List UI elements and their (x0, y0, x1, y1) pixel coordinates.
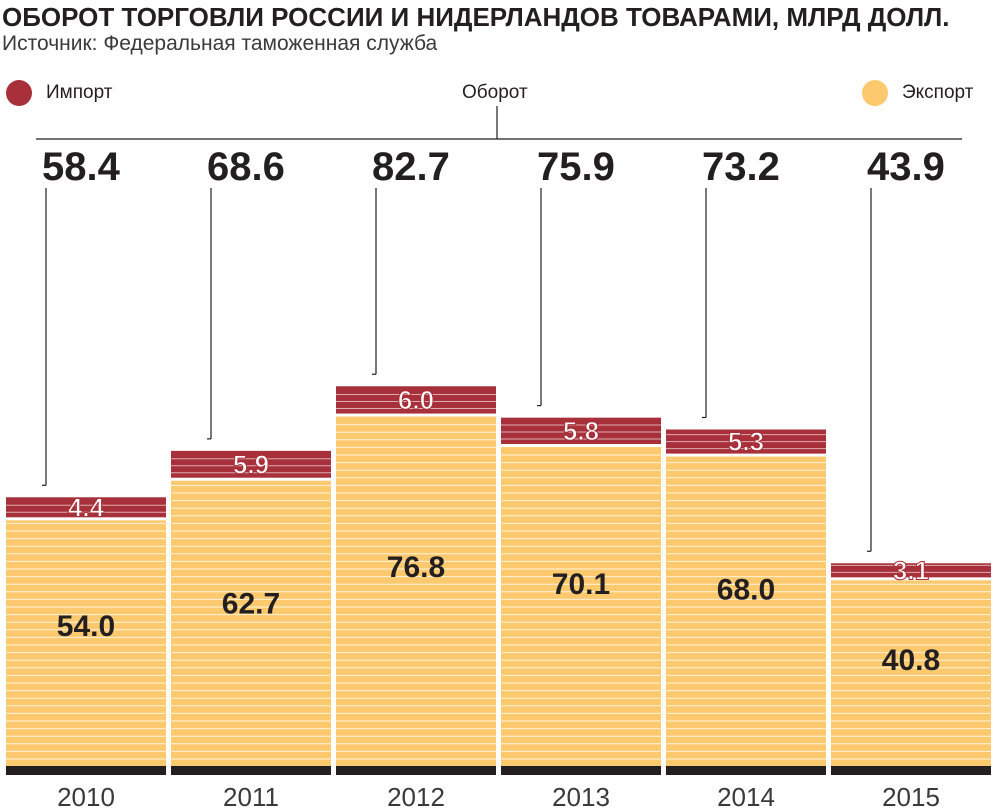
legend-import-label: Импорт (46, 82, 113, 103)
import-value-label-2014: 5.3 (728, 427, 764, 457)
export-value-label-2011: 62.7 (222, 587, 280, 620)
export-value-label-2015: 40.8 (882, 644, 940, 677)
export-value-label-2010: 54.0 (57, 610, 115, 643)
bar-import-2013 (501, 417, 661, 445)
total-value-label-2014: 73.2 (702, 145, 780, 189)
bar-export-2015 (831, 580, 991, 766)
x-tick-label-2013: 2013 (552, 782, 610, 810)
chart-title: ОБОРОТ ТОРГОВЛИ РОССИИ И НИДЕРЛАНДОВ ТОВ… (2, 2, 950, 32)
x-tick-label-2011: 2011 (223, 782, 279, 810)
import-value-label-2013: 5.8 (563, 416, 599, 446)
total-value-label-2010: 58.4 (42, 145, 121, 189)
import-value-label-2010: 4.4 (68, 492, 105, 522)
bar-baseline-2010 (6, 766, 166, 775)
legend-export-swatch (862, 80, 888, 106)
legend-export: Экспорт (862, 80, 973, 106)
export-value-label-2012: 76.8 (387, 551, 445, 584)
import-value-label-2012: 6.0 (398, 385, 434, 415)
bar-import-2015 (831, 563, 991, 578)
chart-source: Источник: Федеральная таможенная служба (2, 32, 438, 55)
bar-baseline-2012 (336, 766, 496, 775)
bar-export-2012 (336, 416, 496, 766)
total-value-label-2012: 82.7 (372, 145, 450, 189)
total-value-label-2011: 68.6 (207, 145, 285, 189)
export-value-label-2013: 70.1 (552, 568, 610, 601)
x-tick-label-2012: 2012 (387, 782, 445, 810)
import-value-label-2015: 3.1 (893, 555, 929, 585)
total-value-label-2015: 43.9 (867, 145, 945, 189)
bar-baseline-2011 (171, 766, 331, 775)
legend-export-label: Экспорт (902, 82, 974, 103)
x-tick-label-2015: 2015 (882, 782, 940, 810)
total-value-label-2013: 75.9 (537, 145, 615, 189)
bar-export-2010 (6, 520, 166, 766)
bar-export-2014 (666, 456, 826, 766)
legend-import-swatch (6, 80, 32, 106)
export-value-label-2014: 68.0 (717, 574, 775, 607)
legend-turnover-label: Оборот (462, 82, 528, 103)
import-value-label-2011: 5.9 (233, 449, 269, 479)
legend-turnover: Оборот (462, 80, 528, 106)
bar-baseline-2015 (831, 766, 991, 775)
legend-import: Импорт (6, 80, 112, 106)
bar-export-2011 (171, 480, 331, 766)
bar-import-2011 (171, 450, 331, 478)
bar-baseline-2014 (666, 766, 826, 775)
x-tick-label-2010: 2010 (57, 782, 115, 810)
bar-baseline-2013 (501, 766, 661, 775)
x-tick-label-2014: 2014 (717, 782, 775, 810)
